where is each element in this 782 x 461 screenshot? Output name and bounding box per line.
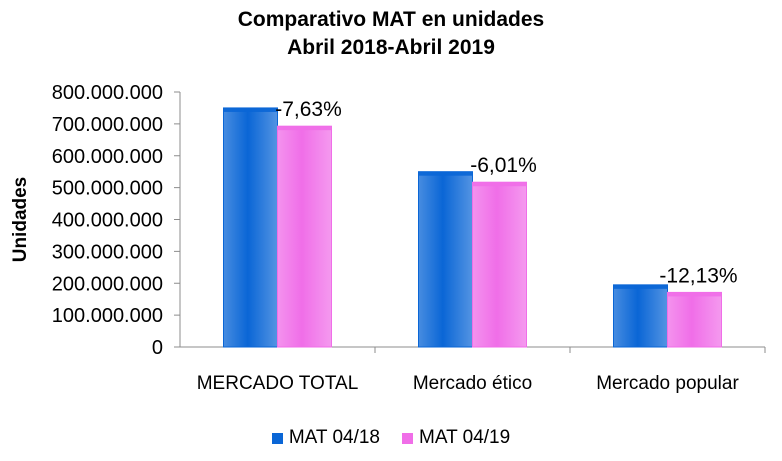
bar-2-2	[472, 181, 527, 348]
y-tick-label: 200.000.000	[52, 273, 163, 295]
x-tick-label: MERCADO TOTAL	[197, 373, 359, 394]
y-tick-label: 500.000.000	[52, 178, 163, 200]
legend: MAT 04/18 MAT 04/19	[0, 427, 782, 449]
y-tick-label: 700.000.000	[52, 114, 163, 136]
data-label: -7,63%	[275, 98, 342, 121]
y-tick-label: 400.000.000	[52, 210, 163, 232]
legend-swatch-series-1	[271, 432, 283, 444]
y-axis-title: Unidades	[10, 177, 31, 263]
data-label: -6,01%	[470, 154, 537, 177]
bar-cap-1-1	[223, 107, 278, 112]
bar-cap-2-2	[472, 182, 527, 187]
legend-item-series-2: MAT 04/19	[402, 427, 510, 449]
x-tick-label: Mercado ético	[413, 373, 532, 394]
chart-title: Comparativo MAT en unidades	[237, 8, 545, 31]
x-tick-label: Mercado popular	[596, 373, 739, 394]
y-tick-label: 100.000.000	[52, 305, 163, 327]
legend-item-series-1: MAT 04/18	[271, 427, 380, 449]
bar-cap-1-3	[613, 284, 668, 289]
chart-subtitle: Abril 2018-Abril 2019	[287, 36, 495, 59]
bar-1-3	[613, 284, 668, 348]
legend-label-series-1: MAT 04/18	[288, 427, 380, 448]
y-tick-label: 0	[152, 337, 163, 359]
bar-cap-2-3	[667, 292, 722, 297]
data-label: -12,13%	[659, 264, 737, 287]
y-tick-label: 800.000.000	[52, 82, 163, 104]
bar-cap-2-1	[277, 126, 332, 131]
legend-swatch-series-2	[402, 432, 413, 444]
y-tick-label: 600.000.000	[52, 146, 163, 168]
bar-1-2	[418, 171, 473, 348]
bar-1-1	[223, 107, 278, 348]
bar-cap-1-2	[418, 171, 473, 176]
bar-2-3	[667, 291, 722, 348]
y-tick-label: 300.000.000	[52, 241, 163, 263]
legend-label-series-2: MAT 04/19	[419, 427, 511, 448]
bar-2-1	[277, 125, 332, 348]
